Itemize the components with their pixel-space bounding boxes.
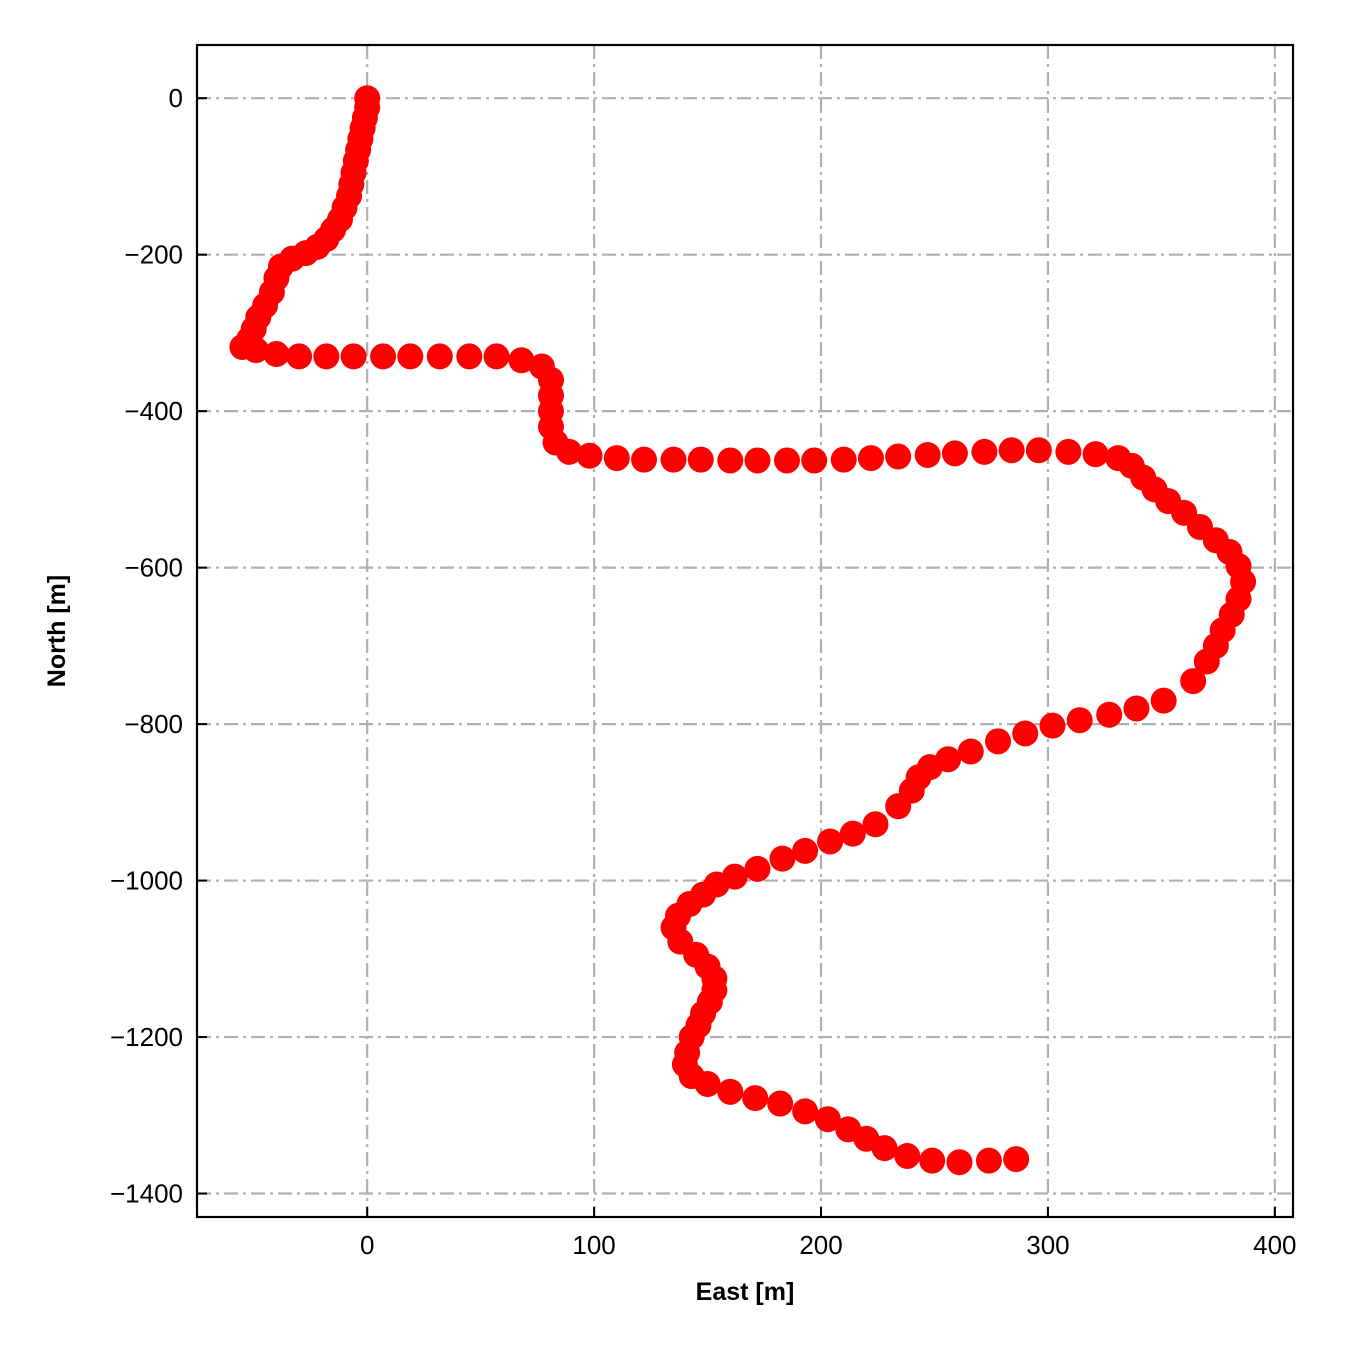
data-point bbox=[340, 343, 367, 370]
data-point bbox=[885, 443, 912, 470]
y-tick-label: −1400 bbox=[110, 1179, 183, 1209]
data-point bbox=[483, 343, 510, 370]
data-point bbox=[1180, 668, 1207, 695]
x-tick-label: 0 bbox=[360, 1230, 374, 1260]
data-point bbox=[885, 793, 912, 820]
data-point bbox=[1003, 1146, 1030, 1173]
y-tick-label: −600 bbox=[124, 553, 183, 583]
y-tick-label: −200 bbox=[124, 240, 183, 270]
data-point bbox=[742, 1085, 769, 1112]
data-point bbox=[801, 447, 828, 474]
data-point bbox=[946, 1149, 973, 1176]
data-point bbox=[1025, 437, 1052, 464]
data-point bbox=[694, 1070, 721, 1097]
data-point bbox=[1082, 441, 1109, 468]
data-point bbox=[919, 1147, 946, 1174]
data-point bbox=[286, 343, 313, 370]
data-point bbox=[1039, 712, 1066, 739]
data-point bbox=[263, 341, 290, 368]
axis-ticks bbox=[197, 97, 1276, 1217]
data-point bbox=[556, 438, 583, 465]
data-point bbox=[717, 1078, 744, 1105]
data-point bbox=[862, 811, 889, 838]
data-point bbox=[603, 445, 630, 472]
data-point bbox=[576, 442, 603, 469]
data-point bbox=[508, 347, 535, 374]
data-point bbox=[1193, 648, 1220, 675]
data-point bbox=[456, 343, 483, 370]
data-point bbox=[998, 437, 1025, 464]
data-point bbox=[814, 1106, 841, 1133]
x-tick-label: 100 bbox=[572, 1230, 615, 1260]
data-point bbox=[397, 343, 424, 370]
data-point bbox=[975, 1147, 1002, 1174]
data-point bbox=[717, 447, 744, 474]
data-point bbox=[773, 447, 800, 474]
data-point bbox=[839, 820, 866, 847]
data-point bbox=[830, 446, 857, 473]
x-tick-label: 400 bbox=[1253, 1230, 1296, 1260]
x-tick-label: 200 bbox=[799, 1230, 842, 1260]
data-point bbox=[957, 738, 984, 765]
data-points bbox=[229, 85, 1257, 1176]
data-point bbox=[1012, 720, 1039, 747]
data-point bbox=[744, 855, 771, 882]
data-point bbox=[871, 1135, 898, 1162]
y-tick-label: −800 bbox=[124, 709, 183, 739]
data-point bbox=[1066, 707, 1093, 734]
tick-labels: 0 100 200 300 400 0 −200 −400 −600 −800 −1000 −1200… bbox=[110, 83, 1297, 1260]
data-point bbox=[744, 447, 771, 474]
data-point bbox=[313, 343, 340, 370]
data-point bbox=[894, 1142, 921, 1169]
data-point bbox=[792, 837, 819, 864]
data-point bbox=[370, 343, 397, 370]
data-point bbox=[1055, 438, 1082, 465]
data-point bbox=[985, 728, 1012, 755]
data-point bbox=[242, 337, 269, 364]
data-point bbox=[817, 828, 844, 855]
data-point bbox=[426, 343, 453, 370]
y-tick-label: −1000 bbox=[110, 866, 183, 896]
y-tick-label: −1200 bbox=[110, 1022, 183, 1052]
x-tick-label: 300 bbox=[1026, 1230, 1069, 1260]
data-point bbox=[971, 438, 998, 465]
data-point bbox=[941, 440, 968, 467]
data-point bbox=[1123, 695, 1150, 722]
data-point bbox=[1150, 687, 1177, 714]
x-axis-label: East [m] bbox=[696, 1278, 795, 1306]
data-point bbox=[857, 445, 884, 472]
data-point bbox=[767, 1090, 794, 1117]
data-point bbox=[660, 446, 687, 473]
data-point bbox=[687, 446, 714, 473]
data-point bbox=[792, 1098, 819, 1125]
y-tick-label: −400 bbox=[124, 396, 183, 426]
data-point bbox=[769, 845, 796, 872]
y-axis-label: North [m] bbox=[43, 575, 71, 687]
data-point bbox=[1096, 701, 1123, 728]
data-point bbox=[631, 446, 658, 473]
data-point bbox=[914, 441, 941, 468]
plot-frame bbox=[195, 43, 1295, 1219]
grid bbox=[197, 45, 1293, 1217]
y-tick-label: 0 bbox=[169, 83, 183, 113]
